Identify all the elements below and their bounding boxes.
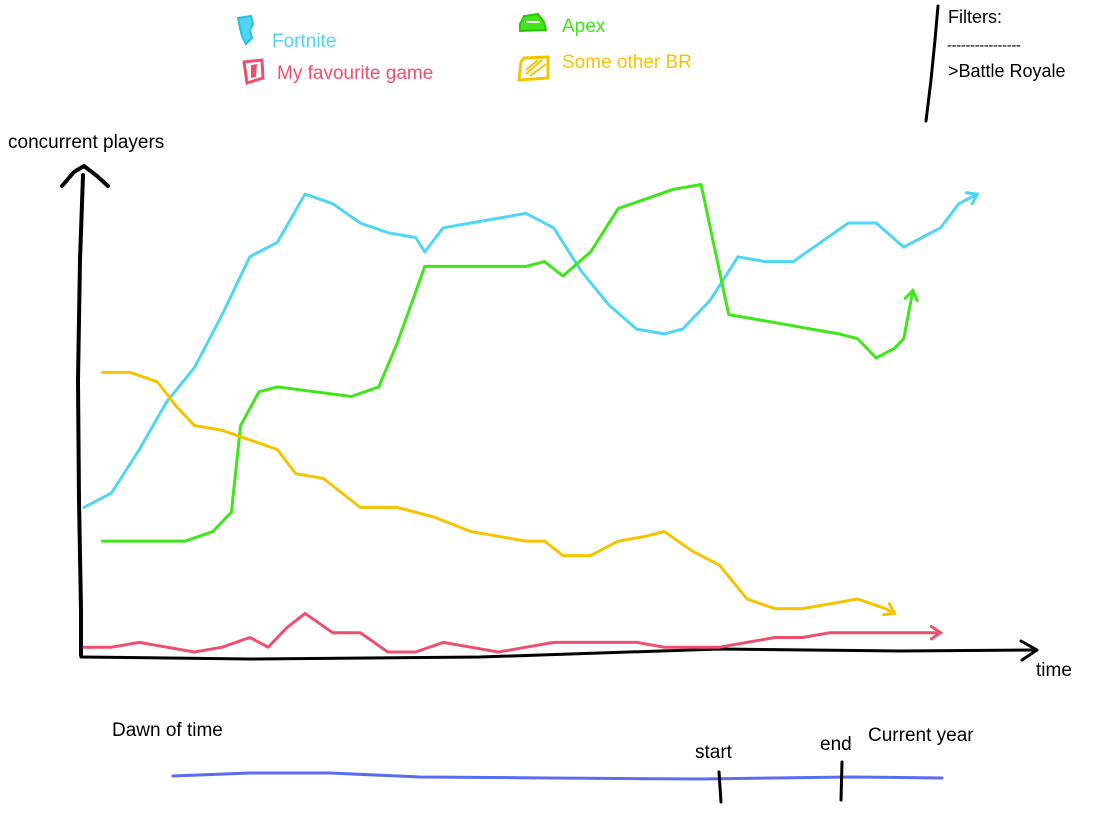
filters-panel: Filters: ---------------- >Battle Royale: [924, 4, 1066, 123]
series-line-my-favourite-game: [82, 611, 942, 654]
legend-item-other-br: Some other BR: [517, 52, 692, 82]
series-arrow-icon: [882, 602, 897, 617]
series-line-some-other-br: [100, 370, 896, 615]
filters-divider: [924, 4, 940, 123]
y-axis-line: [76, 173, 85, 657]
legend-item-favourite-game: My favourite game: [242, 58, 433, 85]
apex-logo-icon: [519, 12, 548, 33]
filters-separator: ----------------: [947, 37, 1021, 54]
legend-label-other-br: Some other BR: [562, 52, 692, 73]
timeline-right-label: Current year: [868, 725, 974, 746]
series-arrow-icon: [964, 191, 980, 206]
x-axis-line: [79, 647, 1037, 661]
start-handle-label: start: [695, 742, 733, 763]
legend: Fortnite My favourite game Apex: [236, 12, 692, 85]
favourite-game-logo-icon: [242, 58, 265, 85]
timeline-track[interactable]: [171, 771, 944, 781]
x-axis-arrow-icon: [1019, 639, 1039, 662]
legend-item-fortnite: Fortnite: [236, 14, 336, 52]
x-axis-label: time: [1036, 660, 1072, 681]
legend-label-favourite-game: My favourite game: [277, 63, 433, 84]
series-layer: [82, 183, 980, 654]
series-line-apex: [100, 183, 915, 543]
timeline: Dawn of time Current year start end: [112, 720, 974, 804]
series-arrow-icon: [903, 287, 919, 303]
series-arrow-icon: [930, 625, 944, 641]
fortnite-logo-icon: [236, 14, 255, 46]
timeline-left-label: Dawn of time: [112, 720, 223, 741]
start-handle-mark[interactable]: [717, 770, 723, 804]
legend-label-apex: Apex: [562, 16, 606, 37]
axes: concurrent players time: [8, 132, 1072, 681]
series-line-fortnite: [82, 192, 979, 509]
legend-label-fortnite: Fortnite: [272, 31, 336, 52]
end-handle-label: end: [820, 734, 852, 755]
y-axis-label: concurrent players: [8, 132, 164, 153]
filters-title: Filters:: [948, 7, 1002, 27]
other-br-logo-icon: [517, 55, 550, 82]
timeline-start-handle[interactable]: start: [695, 742, 733, 804]
timeline-end-handle[interactable]: end: [820, 734, 852, 802]
filter-item-battle-royale[interactable]: >Battle Royale: [948, 61, 1066, 81]
y-axis-arrow-icon: [60, 164, 110, 188]
legend-item-apex: Apex: [519, 12, 606, 37]
end-handle-mark[interactable]: [839, 760, 844, 802]
